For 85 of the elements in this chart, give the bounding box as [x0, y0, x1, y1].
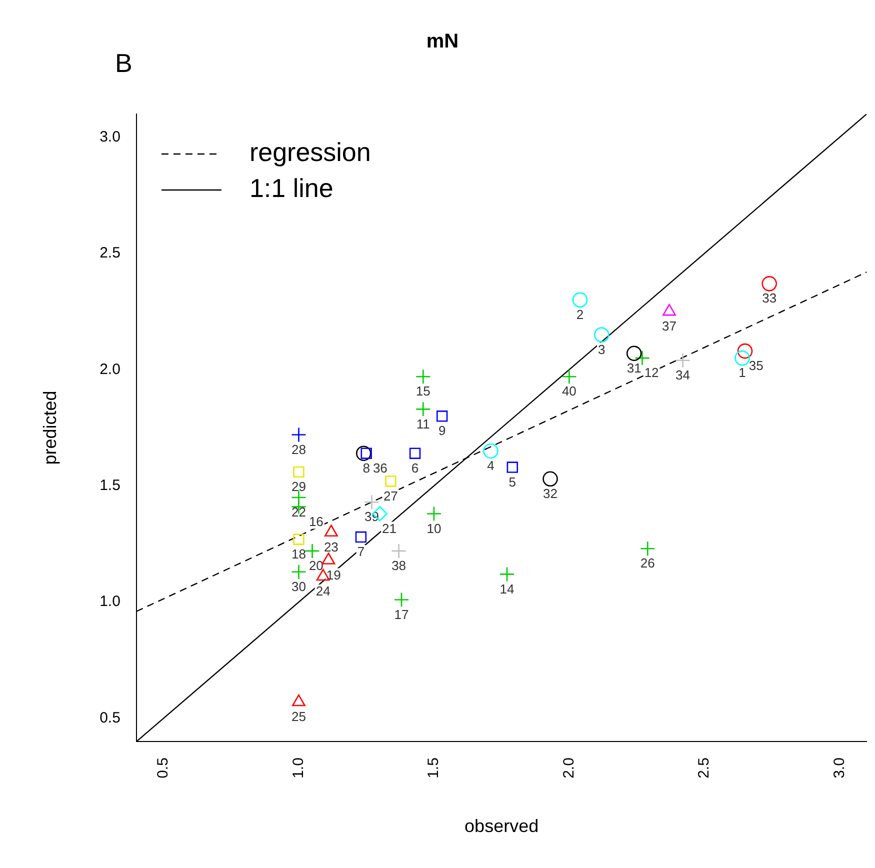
annotation: 14: [500, 581, 514, 596]
point: [483, 443, 498, 459]
annotation: 2: [576, 307, 584, 322]
point: [734, 350, 750, 366]
point: [385, 476, 396, 487]
annotation: 37: [662, 318, 676, 334]
annotation: 9: [438, 423, 446, 438]
x-tick-label: 3.0: [830, 758, 848, 778]
annotation: 26: [640, 556, 655, 571]
annotation: 35: [748, 358, 764, 374]
point: [737, 343, 753, 359]
annotation: 27: [383, 488, 398, 504]
annotation: 15: [416, 384, 430, 399]
point: [506, 462, 518, 473]
point: [426, 506, 442, 522]
point: [391, 543, 406, 559]
x-tick-label: 2.5: [696, 758, 713, 778]
annotation: 22: [291, 504, 306, 520]
legend-label: 1:1 line: [249, 173, 334, 204]
point: [762, 276, 777, 292]
annotation: 36: [372, 460, 388, 476]
point: [436, 410, 448, 422]
annotation: 18: [291, 546, 306, 562]
y-tick-label: 3.0: [100, 128, 120, 146]
annotation: 38: [392, 558, 406, 574]
annotation: 40: [562, 384, 576, 399]
point: [293, 534, 304, 545]
point: [304, 543, 320, 559]
annotation: 7: [357, 544, 365, 560]
y-tick-label: 1.0: [100, 593, 120, 610]
x-tick-label: 1.0: [290, 758, 307, 778]
annotation: 20: [308, 558, 324, 574]
point: [409, 448, 421, 459]
x-axis-title: observed: [464, 816, 539, 836]
y-tick-label: 2.0: [100, 360, 120, 378]
annotation: 23: [324, 539, 338, 554]
y-tick-label: 1.5: [100, 477, 120, 494]
annotation: 8: [362, 460, 370, 476]
annotation: 34: [676, 367, 690, 382]
point: [291, 564, 306, 580]
point: [415, 402, 431, 417]
point: [562, 368, 577, 384]
annotation: 31: [626, 360, 642, 376]
annotation: 3: [598, 342, 606, 357]
y-axis-title: predicted: [40, 390, 60, 465]
point: [675, 352, 690, 368]
annotation: 16: [308, 514, 324, 529]
annotation: 19: [326, 567, 341, 582]
annotation: 30: [291, 578, 306, 594]
point: [640, 540, 656, 556]
point: [572, 292, 588, 308]
annotation: 12: [644, 365, 659, 380]
x-tick-label: 0.5: [154, 758, 172, 778]
legend-label: regression: [249, 137, 371, 168]
annotation: 4: [487, 458, 494, 474]
annotation: 28: [291, 442, 306, 457]
text: B: [115, 48, 132, 78]
annotation: 25: [291, 709, 306, 724]
point: [499, 566, 515, 582]
point: [356, 446, 372, 461]
annotation: 1: [738, 365, 746, 380]
annotation: 33: [762, 290, 777, 306]
point: [364, 494, 380, 510]
x-tick-label: 1.5: [425, 758, 442, 778]
point: [415, 368, 431, 384]
annotation: 24: [316, 584, 330, 599]
point: [626, 346, 642, 362]
annotation: 6: [411, 460, 419, 476]
y-tick-label: 2.5: [100, 244, 120, 262]
annotation: 10: [426, 520, 442, 536]
point: [355, 531, 367, 543]
annotation: 5: [508, 474, 516, 490]
point: [291, 427, 306, 442]
chart-title: mN: [426, 30, 459, 53]
point: [542, 471, 558, 487]
annotation: 32: [543, 486, 558, 501]
point: [594, 327, 610, 342]
annotation: 21: [382, 520, 396, 536]
point: [293, 466, 304, 478]
annotation: 17: [394, 606, 409, 622]
point: [394, 592, 410, 608]
annotation: 29: [291, 479, 306, 494]
annotation: 11: [416, 416, 430, 432]
y-tick-label: 0.5: [100, 709, 120, 726]
x-tick-label: 2.0: [560, 758, 578, 778]
